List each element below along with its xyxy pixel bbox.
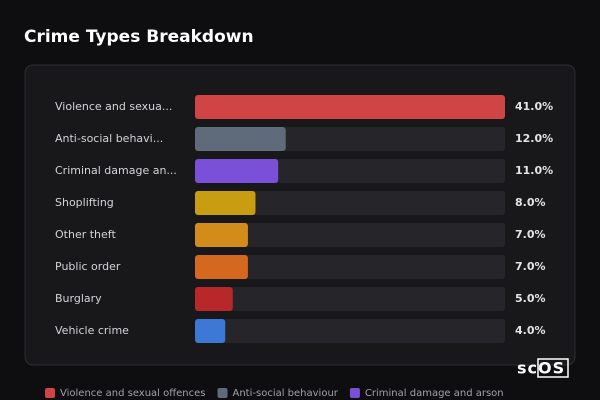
- legend-swatch: [45, 388, 55, 398]
- value-label: 7.0%: [515, 228, 546, 241]
- category-label: Violence and sexua...: [55, 100, 172, 113]
- category-label: Public order: [55, 260, 121, 273]
- category-label: Burglary: [55, 292, 102, 305]
- category-label: Vehicle crime: [55, 324, 129, 337]
- logo-box: [537, 358, 569, 378]
- legend-label: Criminal damage and arson: [365, 388, 504, 399]
- category-label: Anti-social behavi...: [55, 132, 163, 145]
- bar: [195, 255, 248, 279]
- bar-track: [195, 287, 505, 311]
- legend-swatch: [349, 388, 360, 398]
- category-label: Shoplifting: [55, 196, 114, 209]
- bar-track: [195, 255, 505, 279]
- legend-swatch: [217, 388, 228, 398]
- bar-track: [195, 223, 505, 247]
- value-label: 7.0%: [515, 260, 546, 273]
- chart-title: Crime Types Breakdown: [24, 27, 254, 47]
- value-label: 8.0%: [515, 196, 546, 209]
- bar-track: [195, 191, 505, 215]
- logo: scOS: [517, 359, 565, 378]
- bar: [195, 287, 233, 311]
- bar: [195, 127, 286, 151]
- bar: [195, 319, 226, 343]
- value-label: 11.0%: [515, 164, 553, 177]
- legend-label: Anti-social behaviour: [233, 388, 339, 399]
- value-label: 12.0%: [515, 132, 553, 145]
- bar: [195, 95, 505, 119]
- value-label: 41.0%: [515, 100, 553, 113]
- bar-track: [195, 319, 505, 343]
- category-label: Other theft: [55, 228, 116, 241]
- bar: [195, 191, 256, 215]
- bar: [195, 159, 279, 183]
- value-label: 5.0%: [515, 292, 546, 305]
- legend-label: Violence and sexual offences: [60, 388, 206, 399]
- category-label: Criminal damage an...: [55, 164, 177, 177]
- value-label: 4.0%: [515, 324, 546, 337]
- bar: [195, 223, 248, 247]
